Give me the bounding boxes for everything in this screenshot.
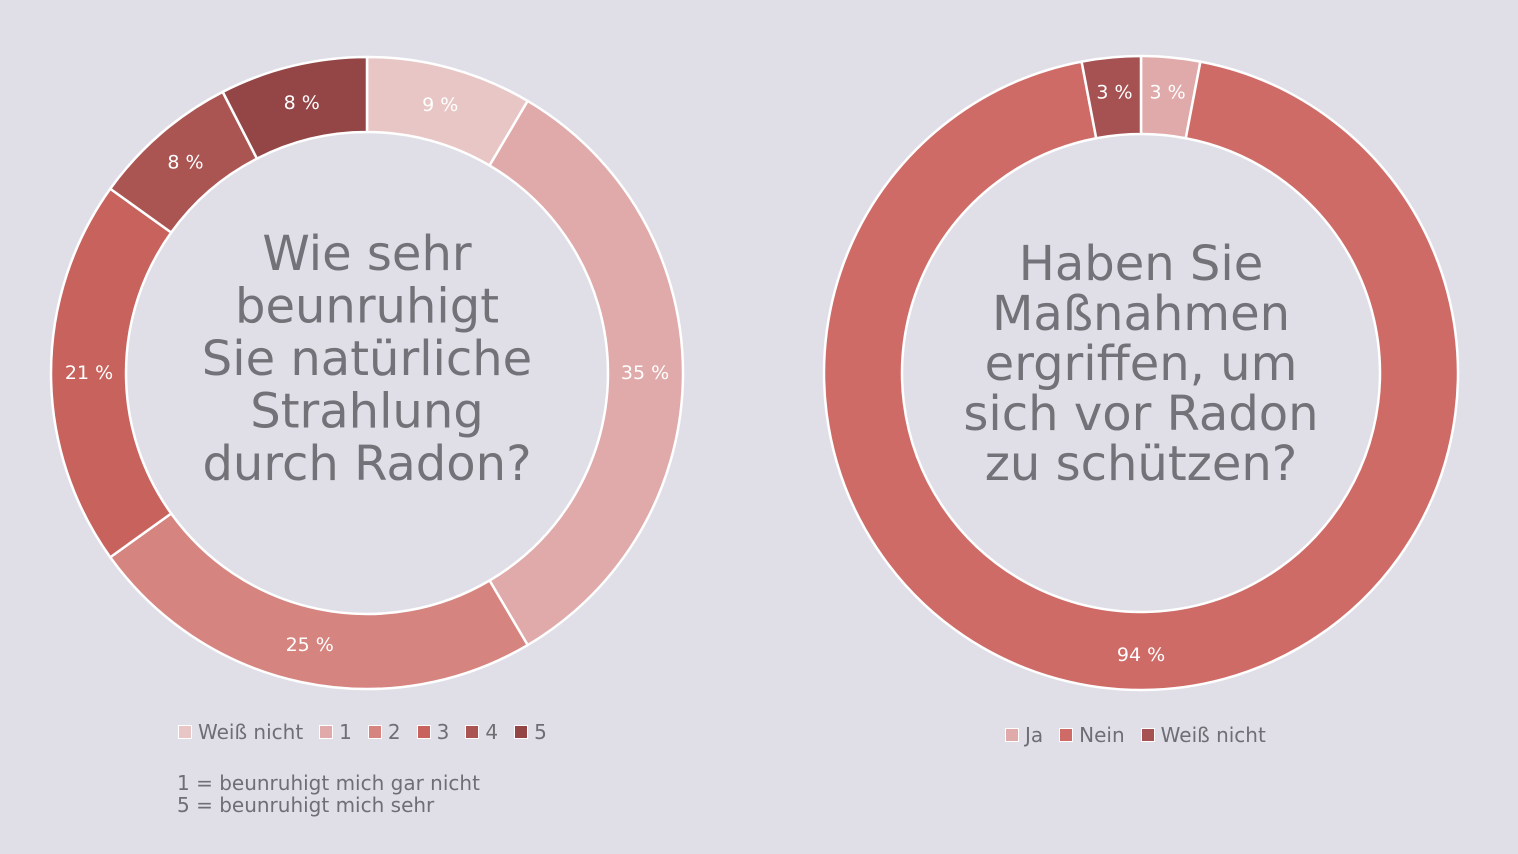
legend-swatch <box>1005 728 1019 742</box>
legend-label: Weiß nicht <box>1160 723 1266 747</box>
donut-chart-measures: 3 % 94 % 3 % Haben Sie Maßnahmen ergriffen, u… <box>822 54 1460 692</box>
center-title-line: Maßnahmen <box>992 286 1290 342</box>
center-title-line: beunruhigt <box>235 279 499 335</box>
slice-5 <box>221 55 369 160</box>
legend-item-ja: Ja <box>1005 723 1043 747</box>
slice-2 <box>109 512 529 691</box>
scale-note: 1 = beunruhigt mich gar nicht 5 = beunru… <box>177 772 480 816</box>
slice-label-4: 8 % <box>167 151 203 173</box>
legend-label: Nein <box>1079 723 1125 747</box>
center-title-line: ergriffen, um <box>985 336 1298 392</box>
slice-label-nein: 94 % <box>1117 644 1165 666</box>
legend-label: Weiß nicht <box>198 720 304 744</box>
legend-item-weiss-nicht: Weiß nicht <box>1140 723 1266 747</box>
legend-label: 1 <box>339 720 352 744</box>
legend-item-nein: Nein <box>1059 723 1125 747</box>
legend-swatch <box>178 725 192 739</box>
slice-label-5: 8 % <box>284 92 320 114</box>
center-title-line: Haben Sie <box>1019 236 1264 292</box>
slice-label-1: 35 % <box>621 362 669 384</box>
slice-weiss-nicht <box>1080 54 1143 140</box>
center-title-measures: Haben Sie Maßnahmen ergriffen, um sich vor … <box>963 236 1318 492</box>
legend-swatch <box>514 725 529 739</box>
slice-label-2: 25 % <box>286 634 334 656</box>
legend-item-3: 3 <box>416 720 450 744</box>
center-title-line: zu schützen? <box>985 436 1298 492</box>
slice-label-weiss-nicht: 3 % <box>1096 81 1132 103</box>
slice-nein <box>822 60 1460 692</box>
center-title-concern: Wie sehr beunruhigt Sie natürliche Strahlun… <box>202 226 532 492</box>
center-title-line: Wie sehr <box>262 226 471 282</box>
legend-item-2: 2 <box>367 720 401 744</box>
legend-item-1: 1 <box>319 720 352 744</box>
legend-swatch <box>367 725 382 739</box>
legend-swatch <box>319 725 334 739</box>
scale-note-line-1: 1 = beunruhigt mich gar nicht <box>177 771 480 795</box>
slice-1 <box>488 99 685 647</box>
legend-label: Ja <box>1025 723 1044 747</box>
center-title-line: sich vor Radon <box>963 386 1318 442</box>
center-title-line: Strahlung <box>250 384 484 440</box>
slice-label-3: 21 % <box>65 362 113 384</box>
slice-label-weiss-nicht: 9 % <box>422 94 458 116</box>
legend-swatch <box>416 725 431 739</box>
legend-label: 4 <box>485 720 499 744</box>
legend-item-5: 5 <box>514 720 547 744</box>
scale-note-line-2: 5 = beunruhigt mich sehr <box>177 793 435 817</box>
legend-label: 2 <box>387 720 401 744</box>
center-title-line: durch Radon? <box>202 436 531 492</box>
legend-item-weiss-nicht: Weiß nicht <box>178 720 303 744</box>
legend-swatch <box>1140 728 1155 742</box>
center-title-line: Sie natürliche <box>202 331 532 387</box>
legend-item-4: 4 <box>465 720 498 744</box>
legend-concern: Weiß nicht 1 2 3 4 5 <box>178 720 547 744</box>
donut-chart-concern: 9 %35 %25 %21 %8 %8 %Wie sehr beunruhigt S… <box>49 55 685 691</box>
legend-measures: Ja Nein Weiß nicht <box>1005 723 1266 747</box>
legend-swatch <box>465 725 480 739</box>
legend-label: 5 <box>534 720 547 744</box>
slice-label-ja: 3 % <box>1149 81 1185 103</box>
legend-swatch <box>1059 728 1074 742</box>
legend-label: 3 <box>436 720 450 744</box>
